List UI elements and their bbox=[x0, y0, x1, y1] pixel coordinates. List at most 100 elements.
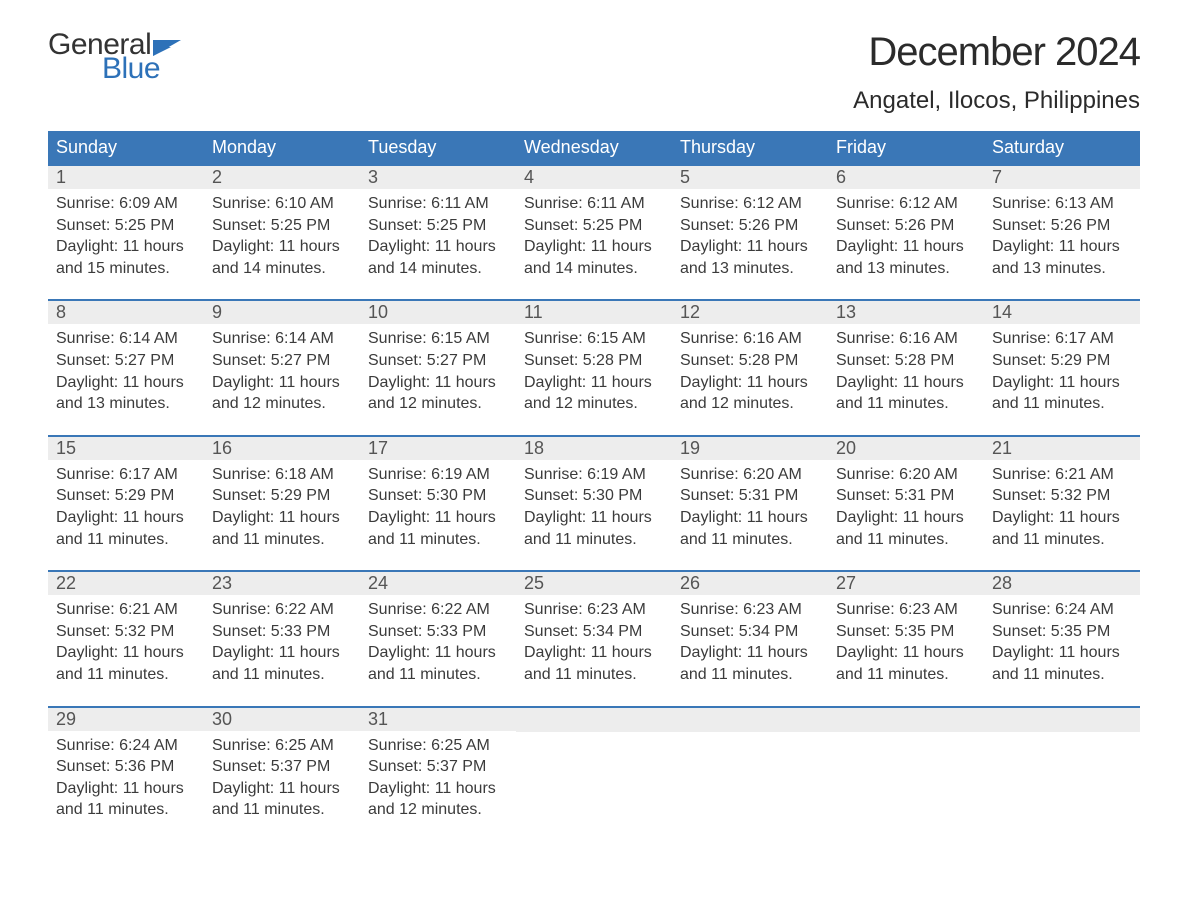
day-cell: 27Sunrise: 6:23 AMSunset: 5:35 PMDayligh… bbox=[828, 572, 984, 691]
sunrise-text: Sunrise: 6:21 AM bbox=[56, 599, 196, 621]
daylight2-text: and 11 minutes. bbox=[212, 664, 352, 686]
day-details: Sunrise: 6:24 AMSunset: 5:36 PMDaylight:… bbox=[48, 731, 204, 827]
day-cell: 4Sunrise: 6:11 AMSunset: 5:25 PMDaylight… bbox=[516, 166, 672, 285]
sunrise-text: Sunrise: 6:14 AM bbox=[212, 328, 352, 350]
day-details: Sunrise: 6:21 AMSunset: 5:32 PMDaylight:… bbox=[48, 595, 204, 691]
day-cell: 23Sunrise: 6:22 AMSunset: 5:33 PMDayligh… bbox=[204, 572, 360, 691]
sunset-text: Sunset: 5:33 PM bbox=[368, 621, 508, 643]
sunrise-text: Sunrise: 6:10 AM bbox=[212, 193, 352, 215]
daylight2-text: and 12 minutes. bbox=[524, 393, 664, 415]
sunrise-text: Sunrise: 6:19 AM bbox=[524, 464, 664, 486]
sunset-text: Sunset: 5:31 PM bbox=[836, 485, 976, 507]
day-number: 17 bbox=[360, 437, 516, 460]
sunrise-text: Sunrise: 6:12 AM bbox=[836, 193, 976, 215]
day-details: Sunrise: 6:23 AMSunset: 5:34 PMDaylight:… bbox=[672, 595, 828, 691]
week-row: 8Sunrise: 6:14 AMSunset: 5:27 PMDaylight… bbox=[48, 299, 1140, 420]
day-number: 28 bbox=[984, 572, 1140, 595]
month-title: December 2024 bbox=[853, 30, 1140, 75]
sunset-text: Sunset: 5:34 PM bbox=[680, 621, 820, 643]
day-cell: 25Sunrise: 6:23 AMSunset: 5:34 PMDayligh… bbox=[516, 572, 672, 691]
daylight1-text: Daylight: 11 hours bbox=[836, 372, 976, 394]
daylight1-text: Daylight: 11 hours bbox=[524, 507, 664, 529]
daylight2-text: and 11 minutes. bbox=[992, 393, 1132, 415]
sunrise-text: Sunrise: 6:24 AM bbox=[56, 735, 196, 757]
sunrise-text: Sunrise: 6:23 AM bbox=[836, 599, 976, 621]
sunset-text: Sunset: 5:29 PM bbox=[212, 485, 352, 507]
day-header: Sunday bbox=[48, 131, 204, 164]
daylight1-text: Daylight: 11 hours bbox=[56, 507, 196, 529]
sunset-text: Sunset: 5:36 PM bbox=[56, 756, 196, 778]
daylight1-text: Daylight: 11 hours bbox=[212, 236, 352, 258]
daylight2-text: and 11 minutes. bbox=[212, 529, 352, 551]
day-details: Sunrise: 6:13 AMSunset: 5:26 PMDaylight:… bbox=[984, 189, 1140, 285]
sunrise-text: Sunrise: 6:16 AM bbox=[836, 328, 976, 350]
logo: General Blue bbox=[48, 30, 181, 84]
day-number: 10 bbox=[360, 301, 516, 324]
day-details: Sunrise: 6:25 AMSunset: 5:37 PMDaylight:… bbox=[204, 731, 360, 827]
day-details: Sunrise: 6:24 AMSunset: 5:35 PMDaylight:… bbox=[984, 595, 1140, 691]
day-number: 12 bbox=[672, 301, 828, 324]
day-cell bbox=[984, 708, 1140, 827]
sunset-text: Sunset: 5:27 PM bbox=[368, 350, 508, 372]
daylight2-text: and 11 minutes. bbox=[680, 529, 820, 551]
sunrise-text: Sunrise: 6:11 AM bbox=[368, 193, 508, 215]
day-cell: 11Sunrise: 6:15 AMSunset: 5:28 PMDayligh… bbox=[516, 301, 672, 420]
daylight1-text: Daylight: 11 hours bbox=[212, 507, 352, 529]
day-cell: 21Sunrise: 6:21 AMSunset: 5:32 PMDayligh… bbox=[984, 437, 1140, 556]
sunrise-text: Sunrise: 6:11 AM bbox=[524, 193, 664, 215]
day-cell: 24Sunrise: 6:22 AMSunset: 5:33 PMDayligh… bbox=[360, 572, 516, 691]
daylight2-text: and 11 minutes. bbox=[56, 529, 196, 551]
day-details: Sunrise: 6:15 AMSunset: 5:27 PMDaylight:… bbox=[360, 324, 516, 420]
day-cell: 30Sunrise: 6:25 AMSunset: 5:37 PMDayligh… bbox=[204, 708, 360, 827]
sunset-text: Sunset: 5:30 PM bbox=[524, 485, 664, 507]
day-number: 4 bbox=[516, 166, 672, 189]
daylight2-text: and 13 minutes. bbox=[992, 258, 1132, 280]
daylight2-text: and 12 minutes. bbox=[368, 799, 508, 821]
day-details: Sunrise: 6:20 AMSunset: 5:31 PMDaylight:… bbox=[828, 460, 984, 556]
daylight1-text: Daylight: 11 hours bbox=[56, 236, 196, 258]
daylight1-text: Daylight: 11 hours bbox=[992, 642, 1132, 664]
day-cell: 12Sunrise: 6:16 AMSunset: 5:28 PMDayligh… bbox=[672, 301, 828, 420]
day-number: 6 bbox=[828, 166, 984, 189]
day-cell bbox=[828, 708, 984, 827]
sunset-text: Sunset: 5:35 PM bbox=[992, 621, 1132, 643]
logo-blue-text: Blue bbox=[102, 54, 181, 84]
sunset-text: Sunset: 5:30 PM bbox=[368, 485, 508, 507]
daylight2-text: and 12 minutes. bbox=[212, 393, 352, 415]
daylight1-text: Daylight: 11 hours bbox=[524, 372, 664, 394]
week-row: 1Sunrise: 6:09 AMSunset: 5:25 PMDaylight… bbox=[48, 164, 1140, 285]
day-details: Sunrise: 6:21 AMSunset: 5:32 PMDaylight:… bbox=[984, 460, 1140, 556]
sunrise-text: Sunrise: 6:21 AM bbox=[992, 464, 1132, 486]
day-details: Sunrise: 6:19 AMSunset: 5:30 PMDaylight:… bbox=[360, 460, 516, 556]
daylight2-text: and 14 minutes. bbox=[524, 258, 664, 280]
daylight2-text: and 13 minutes. bbox=[56, 393, 196, 415]
sunset-text: Sunset: 5:26 PM bbox=[992, 215, 1132, 237]
week-row: 22Sunrise: 6:21 AMSunset: 5:32 PMDayligh… bbox=[48, 570, 1140, 691]
daylight2-text: and 11 minutes. bbox=[680, 664, 820, 686]
day-number bbox=[828, 708, 984, 732]
day-cell: 8Sunrise: 6:14 AMSunset: 5:27 PMDaylight… bbox=[48, 301, 204, 420]
sunset-text: Sunset: 5:25 PM bbox=[56, 215, 196, 237]
day-number: 21 bbox=[984, 437, 1140, 460]
day-header: Tuesday bbox=[360, 131, 516, 164]
sunrise-text: Sunrise: 6:24 AM bbox=[992, 599, 1132, 621]
sunset-text: Sunset: 5:28 PM bbox=[836, 350, 976, 372]
day-cell: 7Sunrise: 6:13 AMSunset: 5:26 PMDaylight… bbox=[984, 166, 1140, 285]
daylight1-text: Daylight: 11 hours bbox=[56, 642, 196, 664]
day-number: 26 bbox=[672, 572, 828, 595]
daylight2-text: and 11 minutes. bbox=[524, 664, 664, 686]
sunset-text: Sunset: 5:33 PM bbox=[212, 621, 352, 643]
daylight1-text: Daylight: 11 hours bbox=[212, 778, 352, 800]
day-details: Sunrise: 6:16 AMSunset: 5:28 PMDaylight:… bbox=[672, 324, 828, 420]
daylight1-text: Daylight: 11 hours bbox=[680, 236, 820, 258]
calendar: Sunday Monday Tuesday Wednesday Thursday… bbox=[48, 131, 1140, 827]
daylight2-text: and 11 minutes. bbox=[836, 393, 976, 415]
day-cell: 6Sunrise: 6:12 AMSunset: 5:26 PMDaylight… bbox=[828, 166, 984, 285]
sunset-text: Sunset: 5:28 PM bbox=[680, 350, 820, 372]
day-cell: 18Sunrise: 6:19 AMSunset: 5:30 PMDayligh… bbox=[516, 437, 672, 556]
daylight1-text: Daylight: 11 hours bbox=[368, 372, 508, 394]
sunrise-text: Sunrise: 6:19 AM bbox=[368, 464, 508, 486]
day-cell: 14Sunrise: 6:17 AMSunset: 5:29 PMDayligh… bbox=[984, 301, 1140, 420]
day-number: 16 bbox=[204, 437, 360, 460]
day-details: Sunrise: 6:23 AMSunset: 5:35 PMDaylight:… bbox=[828, 595, 984, 691]
